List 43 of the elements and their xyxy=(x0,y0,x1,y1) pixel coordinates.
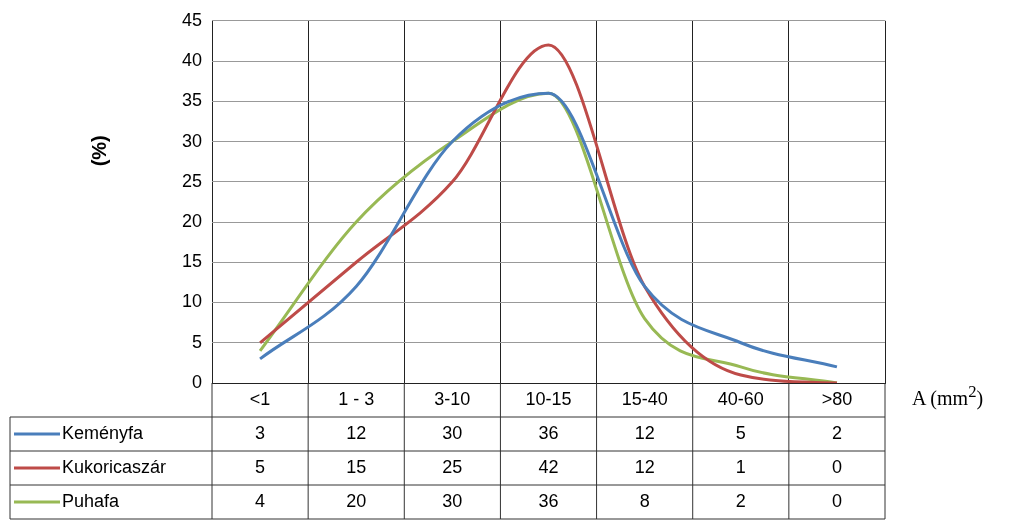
legend-label: Puhafa xyxy=(62,490,121,511)
x-tick-label: 3-10 xyxy=(434,388,471,409)
y-tick-label: 45 xyxy=(181,9,202,30)
x-tick-label: 1 - 3 xyxy=(338,388,375,409)
y-tick-label: 35 xyxy=(181,90,202,111)
y-tick-label: 0 xyxy=(191,371,202,392)
data-label: 8 xyxy=(639,490,650,511)
data-label: 3 xyxy=(255,422,266,443)
data-label: 5 xyxy=(255,456,266,477)
data-label: 5 xyxy=(735,422,746,443)
data-label: 15 xyxy=(346,456,367,477)
legend-label: Kukoricaszár xyxy=(62,456,167,477)
data-label: 12 xyxy=(634,422,655,443)
data-label: 4 xyxy=(255,490,266,511)
data-label: 30 xyxy=(442,422,463,443)
data-label: 25 xyxy=(442,456,463,477)
y-tick-label: 10 xyxy=(181,291,202,312)
data-label: 30 xyxy=(442,490,463,511)
y-axis-title: (%) xyxy=(87,135,110,167)
x-tick-label: <1 xyxy=(249,388,271,409)
x-tick-label: 10-15 xyxy=(525,388,572,409)
data-label: 12 xyxy=(634,456,655,477)
data-label: 42 xyxy=(538,456,559,477)
legend-label: Keményfa xyxy=(62,422,145,443)
data-label: 12 xyxy=(346,422,367,443)
data-label: 20 xyxy=(346,490,367,511)
data-label: 2 xyxy=(831,422,842,443)
data-label: 2 xyxy=(735,490,746,511)
y-tick-label: 25 xyxy=(181,170,202,191)
data-label: 1 xyxy=(735,456,746,477)
data-label: 0 xyxy=(831,456,842,477)
x-tick-label: >80 xyxy=(821,388,853,409)
x-axis-title: A (mm$^{2}$) xyxy=(912,382,984,410)
data-label: 36 xyxy=(538,490,559,511)
y-tick-label: 20 xyxy=(181,210,202,231)
data-label: 0 xyxy=(831,490,842,511)
x-tick-label: 15-40 xyxy=(621,388,668,409)
y-tick-label: 5 xyxy=(191,331,202,352)
y-tick-label: 30 xyxy=(181,130,202,151)
x-tick-label: 40-60 xyxy=(717,388,764,409)
y-tick-label: 15 xyxy=(181,251,202,272)
y-tick-label: 40 xyxy=(181,50,202,71)
data-label: 36 xyxy=(538,422,559,443)
